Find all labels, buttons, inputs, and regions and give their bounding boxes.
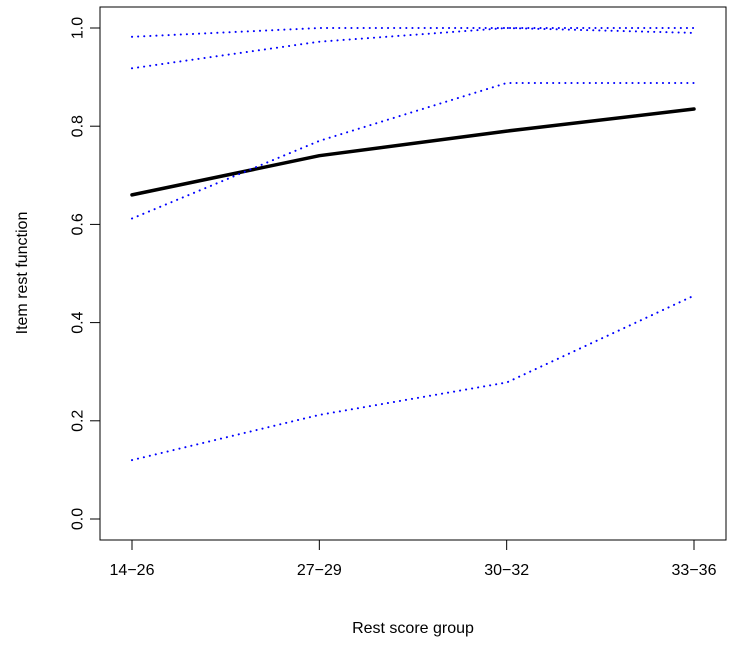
y-tick-label: 0.8 bbox=[70, 115, 87, 137]
y-tick-label: 1.0 bbox=[70, 17, 87, 39]
y-axis: 0.0 0.2 0.4 0.6 0.8 1.0 bbox=[70, 17, 101, 530]
series-line-3 bbox=[131, 27, 695, 70]
x-axis: 14−26 27−29 30−32 33−36 bbox=[110, 539, 717, 579]
series-line-2 bbox=[131, 27, 695, 38]
y-tick-label: 0.2 bbox=[70, 410, 87, 432]
y-tick-label: 0.4 bbox=[70, 311, 87, 333]
series-line-4 bbox=[131, 82, 695, 220]
series-line-1 bbox=[130, 107, 696, 197]
x-tick-label: 14−26 bbox=[110, 562, 155, 579]
y-tick-label: 0.0 bbox=[70, 508, 87, 530]
series-line-5 bbox=[131, 294, 695, 462]
y-axis-title: Item rest function bbox=[14, 212, 31, 335]
y-tick-label: 0.6 bbox=[70, 213, 87, 235]
plot-frame bbox=[99, 6, 727, 541]
x-tick-label: 30−32 bbox=[484, 562, 529, 579]
x-axis-title: Rest score group bbox=[352, 620, 474, 637]
series-layer bbox=[130, 27, 696, 462]
x-tick-label: 27−29 bbox=[297, 562, 342, 579]
x-tick-label: 33−36 bbox=[672, 562, 717, 579]
